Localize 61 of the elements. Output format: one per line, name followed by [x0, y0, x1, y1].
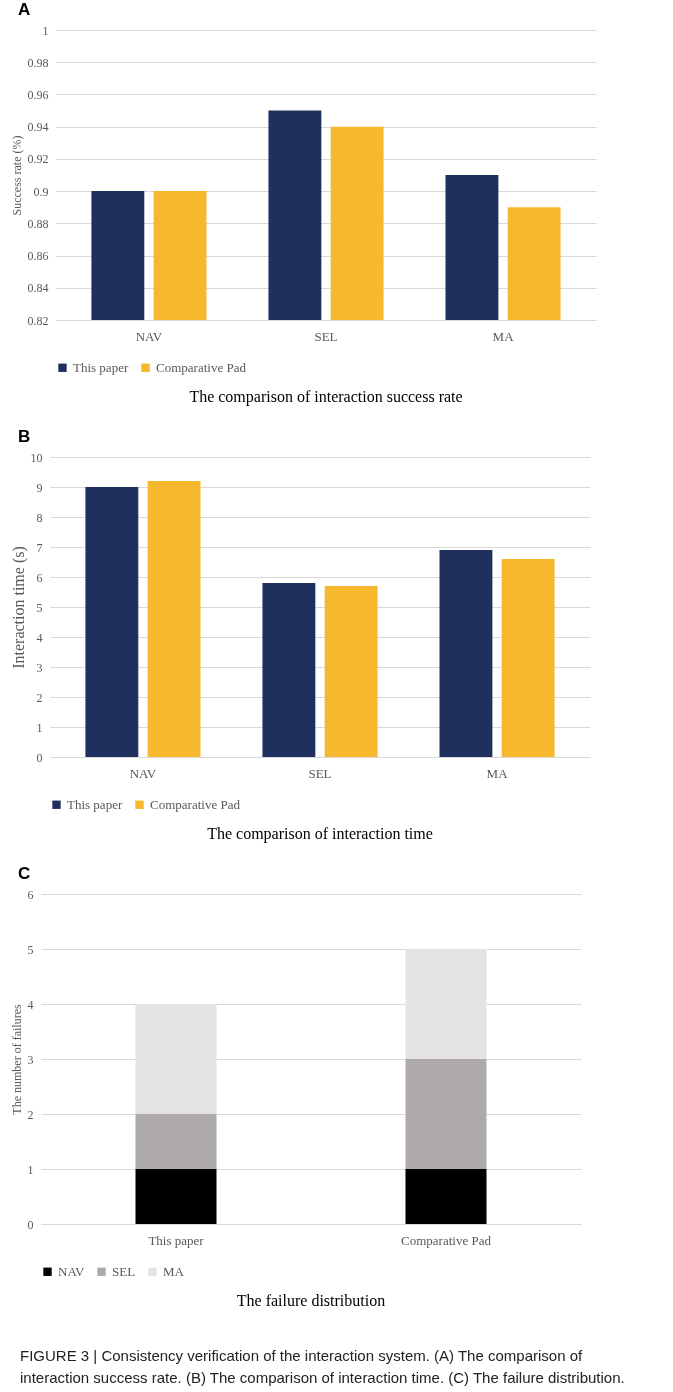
y-tick-label: 1 [42, 23, 49, 38]
y-axis-title: Interaction time (s) [9, 546, 28, 669]
text: B [18, 427, 31, 447]
bar [262, 583, 316, 757]
text: A [18, 0, 31, 20]
y-tick-label: 0 [27, 1217, 34, 1232]
y-tick-label: 5 [27, 942, 34, 957]
y-tick-label: 5 [36, 600, 43, 615]
y-tick-label: 0.9 [33, 184, 49, 199]
y-tick-label: 0.88 [27, 216, 49, 231]
caption: FIGURE 3 | Consistency verification of the interaction system. (A) The comparison of interaction success rate. (B) The comparison of interaction time. (C) The failure distribution. [20, 1346, 626, 1388]
legend-label: MA [163, 1263, 185, 1279]
legend-label: Comparative Pad [150, 796, 241, 812]
x-tick-label: MA [486, 765, 509, 781]
y-axis-title: The number of failures [9, 1004, 24, 1115]
legend-label: NAV [58, 1263, 86, 1279]
y-tick-label: 1 [27, 1162, 34, 1177]
y-tick-label: 4 [36, 630, 43, 645]
text: The comparison of interaction success rate [189, 388, 463, 406]
bar [501, 559, 555, 757]
x-tick-label: SEL [314, 328, 338, 344]
y-tick-label: 0.98 [27, 55, 49, 70]
legend-label: Comparative Pad [156, 359, 247, 375]
y-axis-title: Success rate (%) [9, 135, 24, 216]
bar [405, 1059, 487, 1169]
legend-label: This paper [67, 796, 123, 812]
bar [85, 487, 139, 757]
y-tick-label: 3 [27, 1052, 34, 1067]
y-tick-label: 0.84 [27, 281, 49, 296]
bar [135, 1169, 217, 1224]
bar [147, 481, 201, 757]
legend-label: This paper [73, 359, 129, 375]
y-tick-label: 0.92 [27, 152, 49, 167]
y-tick-label: 6 [36, 570, 43, 585]
y-tick-label: 7 [36, 540, 43, 555]
bar [324, 586, 378, 757]
y-tick-label: 0.96 [27, 87, 49, 102]
y-tick-label: 6 [27, 887, 34, 902]
y-tick-label: 0.94 [27, 120, 49, 135]
y-tick-label: 8 [36, 510, 43, 525]
y-tick-label: 0 [36, 750, 43, 765]
text: The failure distribution [236, 1292, 386, 1309]
y-tick-label: 9 [36, 480, 43, 495]
text: The comparison of interaction time [207, 825, 433, 843]
x-tick-label: MA [492, 328, 515, 344]
y-tick-label: 2 [27, 1107, 34, 1122]
y-tick-label: 2 [36, 690, 43, 705]
y-tick-label: 0.82 [27, 313, 49, 328]
text: C [18, 864, 31, 884]
bar [439, 550, 493, 757]
bar [135, 1114, 217, 1169]
x-tick-label: NAV [129, 765, 157, 781]
y-tick-label: 10 [30, 450, 43, 465]
bar [405, 1169, 487, 1224]
x-tick-label: SEL [308, 765, 332, 781]
legend-label: SEL [112, 1263, 136, 1279]
y-tick-label: 0.86 [27, 249, 49, 264]
x-tick-label: NAV [135, 328, 163, 344]
y-tick-label: 1 [36, 720, 43, 735]
y-tick-label: 4 [27, 997, 34, 1012]
y-tick-label: 3 [36, 660, 43, 675]
